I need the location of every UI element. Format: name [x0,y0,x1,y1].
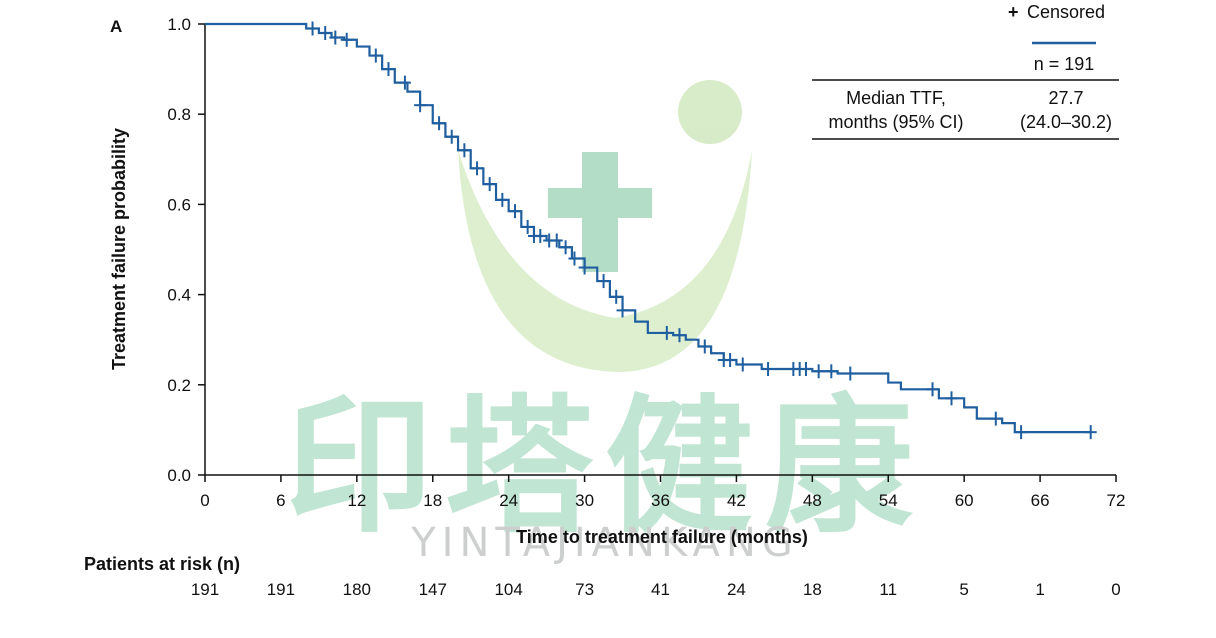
censor-mark [762,362,775,377]
censor-mark [800,362,813,377]
x-tick-label: 18 [423,491,442,510]
y-tick-label: 0.2 [167,376,191,395]
x-axis-title: Time to treatment failure (months) [516,527,808,547]
censor-mark [483,177,496,192]
x-tick-label: 36 [651,491,670,510]
censor-mark [736,357,749,372]
at-risk-values: 191 191 180 147 104 73 41 24 18 11 5 1 0 [191,580,1121,599]
x-tick-label: 48 [803,491,822,510]
censor-mark [398,75,411,90]
legend-median-value-2: (24.0–30.2) [1020,112,1112,132]
y-axis-title: Treatment failure probability [109,128,129,370]
censor-mark [433,116,446,131]
watermark-cross [548,152,652,272]
x-tick-label: 72 [1107,491,1126,510]
censor-mark [329,30,342,45]
censor-mark [550,233,563,248]
censor-mark [369,48,382,63]
legend: + Censored n = 191 Median TTF, months (9… [812,2,1119,140]
censor-mark [673,328,686,343]
x-tick-label: 24 [499,491,518,510]
censor-mark [534,228,547,243]
censor-mark [414,98,427,113]
x-tick-label: 0 [200,491,209,510]
censor-mark [616,303,629,318]
censor-mark [559,240,572,255]
censor-mark [844,366,857,381]
censor-mark [521,219,534,234]
y-tick-label: 0.6 [167,195,191,214]
censor-mark [382,62,395,77]
at-risk-value: 104 [494,580,522,599]
x-ticks: 0 6 12 18 24 30 36 42 48 54 60 66 72 [200,475,1125,510]
at-risk-value: 191 [267,580,295,599]
censor-mark [568,251,581,266]
x-tick-label: 12 [347,491,366,510]
censor-mark [660,325,673,340]
at-risk-value: 1 [1035,580,1044,599]
censor-mark [945,391,958,406]
censor-mark [445,129,458,144]
censor-mark [508,204,521,219]
x-tick-label: 66 [1031,491,1050,510]
censor-mark [1015,425,1028,440]
series-line-ttf [205,22,1091,434]
censor-mark [458,143,471,158]
at-risk-value: 5 [959,580,968,599]
watermark-dot [678,80,742,144]
at-risk-title: Patients at risk (n) [84,554,240,574]
at-risk-value: 191 [191,580,219,599]
legend-censored-symbol: + [1008,2,1019,22]
censor-mark [340,32,353,47]
y-tick-label: 0.8 [167,105,191,124]
y-ticks: 0.0 0.2 0.4 0.6 0.8 1.0 [167,15,205,485]
x-tick-label: 6 [276,491,285,510]
censor-mark [578,260,591,275]
at-risk-value: 73 [575,580,594,599]
watermark-swoosh [458,150,752,372]
x-tick-label: 42 [727,491,746,510]
censor-mark [989,411,1002,426]
censor-mark [496,192,509,207]
at-risk-value: 0 [1111,580,1120,599]
legend-censored-label: Censored [1027,2,1105,22]
legend-median-value-1: 27.7 [1048,88,1083,108]
watermark-chinese: 印塔健康 [285,381,925,553]
censor-marks [306,21,1097,440]
censor-mark [1084,425,1097,440]
y-tick-label: 0.4 [167,286,191,305]
at-risk-value: 11 [879,580,897,599]
censor-mark [812,364,825,379]
legend-median-label-2: months (95% CI) [828,112,963,132]
censor-mark [926,382,939,397]
panel-label: A [110,17,122,36]
censor-mark [306,21,319,36]
censor-mark [825,364,838,379]
censor-mark [724,352,737,367]
y-tick-label: 0.0 [167,466,191,485]
x-tick-label: 30 [575,491,594,510]
censor-mark [698,339,711,354]
at-risk-value: 147 [419,580,447,599]
at-risk-value: 41 [651,580,670,599]
watermark-logo: 印塔健康 YINTAJIANKANG [285,80,925,566]
y-tick-label: 1.0 [167,15,191,34]
watermark-latin: YINTAJIANKANG [410,520,799,566]
legend-n-label: n = 191 [1034,54,1095,74]
at-risk-value: 18 [803,580,822,599]
censor-mark [597,274,610,289]
legend-median-label-1: Median TTF, [846,88,946,108]
x-tick-label: 60 [955,491,974,510]
at-risk-value: 180 [343,580,371,599]
x-tick-label: 54 [879,491,898,510]
censor-mark [610,289,623,304]
at-risk-value: 24 [727,580,746,599]
censor-mark [471,161,484,176]
censor-mark [319,26,332,41]
